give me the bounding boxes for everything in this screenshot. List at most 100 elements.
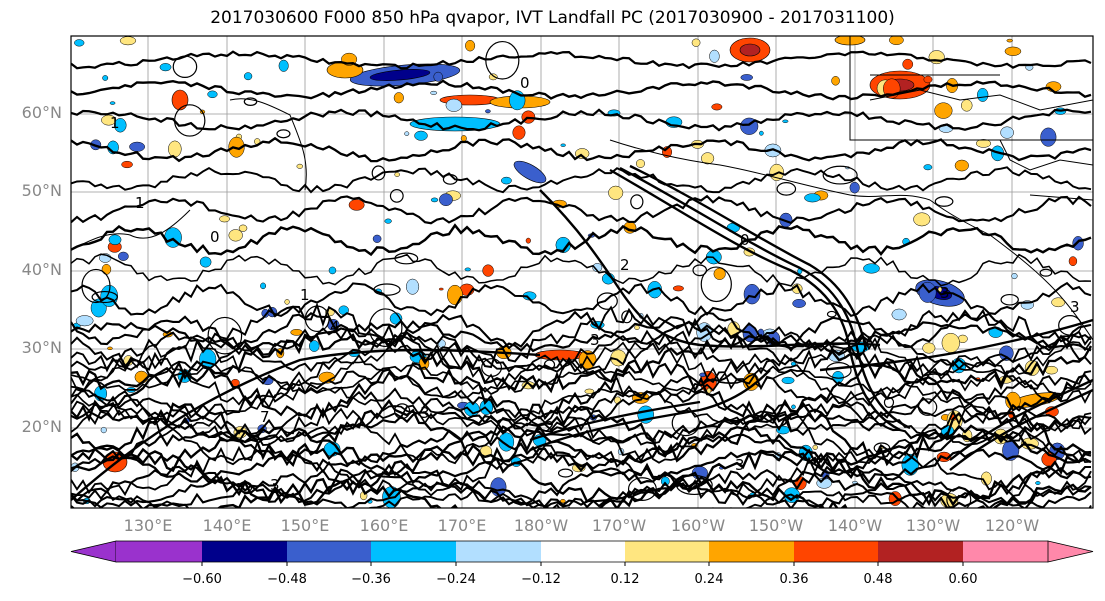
shade-patch [792,298,806,308]
shade-patch [923,75,933,84]
shade-patch [759,130,764,136]
coastline [229,98,307,191]
contour-label: 7 [260,408,270,426]
shade-patch [918,281,937,303]
shade-patch [701,152,715,165]
contour-loop [883,396,895,408]
contour-loop [621,310,633,324]
shade-patch [129,141,145,152]
contour-labels: 1 1 0 0 4 3 2 3 3 3 3 3 7 1 2 0 1 [110,74,1080,494]
lat-tick-label: 40°N [21,260,62,279]
lon-tick-label: 170°E [437,516,487,535]
shade-patch [1006,38,1013,43]
shade-patch [1040,127,1057,147]
colorbar-segment [371,541,456,562]
contour-line [71,310,1092,350]
map-frame [70,35,1094,509]
shade-patch [928,50,945,65]
shade-patch [482,264,494,277]
lon-tick-label: 140°E [202,516,252,535]
shade-patch [121,160,133,169]
shade-patch [782,119,789,123]
shade-patch [404,131,410,136]
colorbar-segment [709,541,794,562]
shade-patch [465,39,476,52]
contour-loop [1058,315,1082,336]
coastline [929,199,1093,341]
shade-patch [447,284,463,305]
colorbar-segment [116,541,202,562]
contour-line [71,281,1092,318]
coastline [609,139,931,201]
contour-line [71,398,1092,467]
contour-label: 3 [270,476,280,494]
contour-loop [442,174,458,185]
contour-line [71,136,1092,163]
colorbar-tick-label: 0.60 [948,572,978,587]
shade-patch [278,59,289,72]
contour-loop [557,468,574,478]
shade-patch [75,315,94,327]
shade-patch [739,43,761,57]
contour-line [609,168,901,432]
shade-patch [100,426,107,434]
contour-label: 1 [650,436,660,454]
contour-loop [172,55,198,78]
shade-patch [977,88,989,102]
shade-patch [902,58,914,70]
contour-loop [826,310,837,318]
shade-patch [743,284,761,305]
shade-patch [485,109,491,114]
shade-patch [117,251,129,261]
shade-patch [114,118,127,133]
shade-patch [414,130,428,141]
shade-patch [849,181,860,194]
contour-label: 1 [110,114,120,132]
shade-patch [394,172,400,177]
contour-line [71,166,1092,194]
contour-line [71,223,1092,257]
shade-patch [284,299,290,305]
shade-patch [438,287,444,291]
contour-label: 2 [620,256,630,274]
colorbar-tick-label: −0.60 [182,572,222,587]
shade-patch [709,49,720,63]
colorbar-segment [794,541,878,562]
contour-label: 4 [330,318,340,336]
shade-patch [608,185,624,200]
colorbar-segment [456,541,541,562]
contour-line [529,369,771,452]
qvapor-contours [71,40,1093,508]
contour-loop [873,442,891,454]
contour-loop [946,487,972,508]
lon-tick-label: 150°W [748,516,804,535]
lon-tick-label: 180°W [513,516,569,535]
colorbar-outline [116,540,1048,563]
coastline [71,209,191,251]
shade-patch [560,498,566,504]
shade-patch [488,73,498,81]
contour-label: 2 [545,418,555,436]
shade-patch [781,376,795,384]
contour-line [539,189,881,348]
contour-line [71,319,1092,353]
contour-label: 0 [210,228,220,246]
shade-patch [199,256,212,268]
shade-patch [219,215,230,223]
contour-label: 3 [940,284,950,302]
shade-patch [430,197,439,203]
contour-loop [243,97,258,106]
shade-patch [672,285,684,292]
shade-patch [975,139,992,148]
contour-line [71,488,1092,508]
colorbar-tick-label: 0.48 [863,572,893,587]
contour-loop [700,266,732,303]
contour-loop [543,359,556,370]
contour-line [949,378,1093,461]
shade-patch [238,224,248,232]
colorbar-tick-label: 0.24 [694,572,724,587]
contour-loop [485,40,520,80]
shade-patch [168,140,182,158]
shade-patch [889,36,904,45]
shade-patch [711,103,723,111]
